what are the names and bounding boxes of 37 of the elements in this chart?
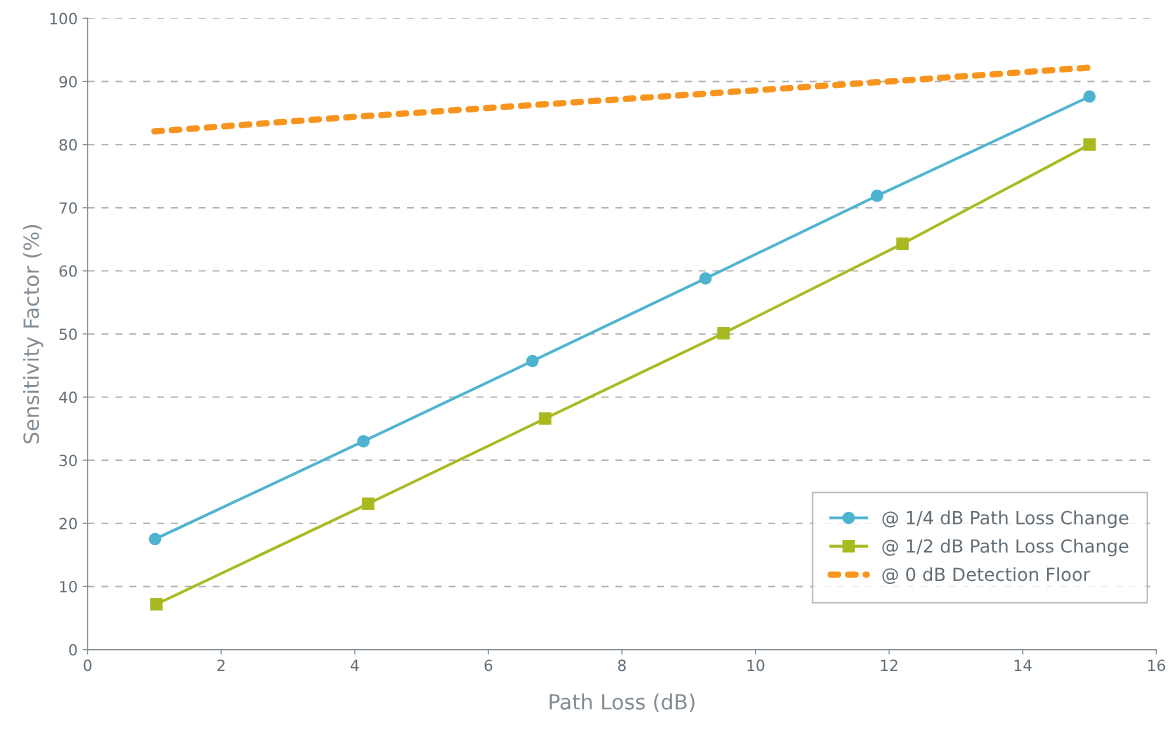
legend-label: @ 0 dB Detection Floor bbox=[882, 567, 1091, 585]
legend-label: @ 1/4 dB Path Loss Change bbox=[882, 510, 1129, 529]
point bbox=[896, 237, 909, 250]
y-tick-label: 80 bbox=[59, 139, 77, 151]
point bbox=[361, 497, 375, 511]
legend-label: @ 1/2 dB Path Loss Change bbox=[882, 538, 1129, 557]
y-axis-title: Sensitivity Factor (%) bbox=[23, 224, 44, 444]
x-tick-label: 10 bbox=[747, 659, 765, 672]
point bbox=[1083, 138, 1096, 151]
point bbox=[1083, 90, 1096, 103]
point bbox=[150, 597, 163, 611]
x-tick-label: 12 bbox=[881, 659, 898, 671]
point bbox=[357, 435, 370, 448]
x-tick-label: 0 bbox=[83, 659, 92, 672]
point bbox=[538, 412, 552, 425]
x-axis-title: Path Loss (dB) bbox=[549, 693, 695, 713]
y-tick-label: 20 bbox=[59, 517, 77, 530]
x-tick-label: 14 bbox=[1014, 659, 1032, 671]
y-tick-label: 30 bbox=[59, 454, 77, 467]
point bbox=[148, 532, 162, 546]
x-tick-label: 6 bbox=[484, 659, 493, 672]
y-tick-label: 90 bbox=[59, 75, 77, 88]
y-tick-label: 40 bbox=[59, 391, 77, 404]
y-tick-label: 60 bbox=[59, 265, 77, 277]
y-tick-label: 10 bbox=[60, 580, 77, 593]
x-tick-label: 8 bbox=[618, 659, 626, 672]
x-tick-label: 16 bbox=[1148, 659, 1166, 672]
y-tick-label: 100 bbox=[50, 12, 77, 25]
y-tick-label: 50 bbox=[59, 328, 77, 340]
x-tick-label: 2 bbox=[217, 659, 225, 671]
x-tick-label: 4 bbox=[350, 659, 359, 671]
point bbox=[717, 327, 730, 340]
point bbox=[526, 354, 539, 368]
point bbox=[870, 189, 884, 202]
y-tick-label: 70 bbox=[59, 202, 77, 214]
y-tick-label: 0 bbox=[69, 644, 77, 656]
point bbox=[699, 272, 712, 285]
